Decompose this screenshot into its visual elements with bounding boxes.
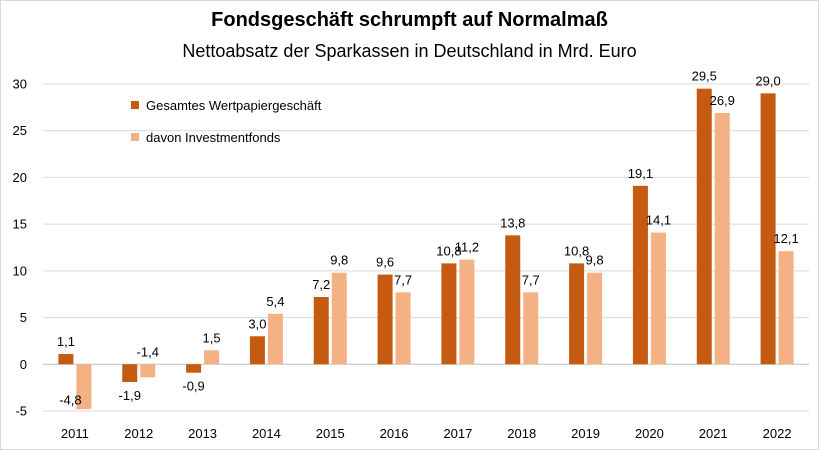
legend-swatch xyxy=(131,101,139,109)
data-label: 7,7 xyxy=(522,272,540,287)
data-label: -0,9 xyxy=(182,379,204,394)
bar-gesamt xyxy=(505,235,521,365)
x-tick-label: 2014 xyxy=(252,426,281,441)
y-tick-label: 0 xyxy=(20,357,27,372)
data-label: 1,1 xyxy=(57,334,75,349)
bar-investmentfonds xyxy=(395,292,411,365)
x-tick-label: 2021 xyxy=(699,426,728,441)
bar-gesamt xyxy=(569,263,585,365)
bar-investmentfonds xyxy=(140,364,156,378)
data-label: -1,9 xyxy=(119,388,141,403)
x-tick-label: 2018 xyxy=(507,426,536,441)
y-tick-label: 15 xyxy=(13,217,27,232)
x-tick-label: 2019 xyxy=(571,426,600,441)
data-label: 9,6 xyxy=(376,255,394,270)
bar-gesamt xyxy=(122,364,138,383)
data-label: 26,9 xyxy=(710,93,735,108)
data-label: 13,8 xyxy=(500,215,525,230)
bar-gesamt xyxy=(760,93,776,365)
bar-investmentfonds xyxy=(778,251,794,365)
x-tick-label: 2022 xyxy=(763,426,792,441)
x-tick-label: 2011 xyxy=(61,426,89,441)
bar-investmentfonds xyxy=(76,364,92,410)
x-tick-label: 2017 xyxy=(443,426,472,441)
bar-investmentfonds xyxy=(650,232,666,365)
bar-investmentfonds xyxy=(459,259,475,365)
bar-investmentfonds xyxy=(587,272,603,365)
data-label: 19,1 xyxy=(628,166,653,181)
legend-label: Gesamtes Wertpapiergeschäft xyxy=(146,98,322,113)
data-label: 7,2 xyxy=(312,277,330,292)
y-tick-label: 10 xyxy=(13,263,27,278)
chart-subtitle: Nettoabsatz der Sparkassen in Deutschlan… xyxy=(182,41,637,61)
data-label: 29,5 xyxy=(692,69,717,84)
data-label: -4,8 xyxy=(59,392,81,407)
x-tick-label: 2013 xyxy=(188,426,217,441)
data-label: 9,8 xyxy=(586,253,604,268)
y-tick-label: -5 xyxy=(15,404,27,419)
x-tick-label: 2015 xyxy=(316,426,345,441)
y-tick-label: 5 xyxy=(20,310,27,325)
y-tick-label: 30 xyxy=(13,77,27,92)
data-label: 7,7 xyxy=(394,272,412,287)
bar-gesamt xyxy=(632,185,648,365)
x-tick-label: 2012 xyxy=(124,426,153,441)
legend-swatch xyxy=(131,133,139,141)
y-tick-label: 20 xyxy=(13,170,27,185)
bar-gesamt xyxy=(186,364,202,373)
data-label: 3,0 xyxy=(248,316,266,331)
bar-gesamt xyxy=(696,88,712,365)
bar-investmentfonds xyxy=(267,313,283,365)
legend-label: davon Investmentfonds xyxy=(146,130,281,145)
bar-investmentfonds xyxy=(204,350,220,365)
data-label: 14,1 xyxy=(646,213,671,228)
data-label: -1,4 xyxy=(137,344,159,359)
bar-gesamt xyxy=(441,263,457,365)
data-label: 12,1 xyxy=(773,231,798,246)
bar-investmentfonds xyxy=(523,292,539,365)
chart-title: Fondsgeschäft schrumpft auf Normalmaß xyxy=(211,9,608,31)
x-tick-label: 2020 xyxy=(635,426,664,441)
bar-investmentfonds xyxy=(331,272,347,365)
y-tick-label: 25 xyxy=(13,123,27,138)
data-label: 1,5 xyxy=(203,330,221,345)
data-label: 29,0 xyxy=(755,73,780,88)
bar-investmentfonds xyxy=(714,112,730,365)
bar-gesamt xyxy=(58,354,74,365)
data-label: 5,4 xyxy=(266,294,284,309)
x-tick-label: 2016 xyxy=(380,426,409,441)
data-label: 9,8 xyxy=(330,253,348,268)
data-label: 11,2 xyxy=(455,240,479,255)
bar-gesamt xyxy=(377,274,393,365)
data-label: 10,8 xyxy=(564,243,589,258)
bar-gesamt xyxy=(313,297,329,365)
data-label: 10,8 xyxy=(436,243,461,258)
bar-gesamt xyxy=(249,336,265,365)
